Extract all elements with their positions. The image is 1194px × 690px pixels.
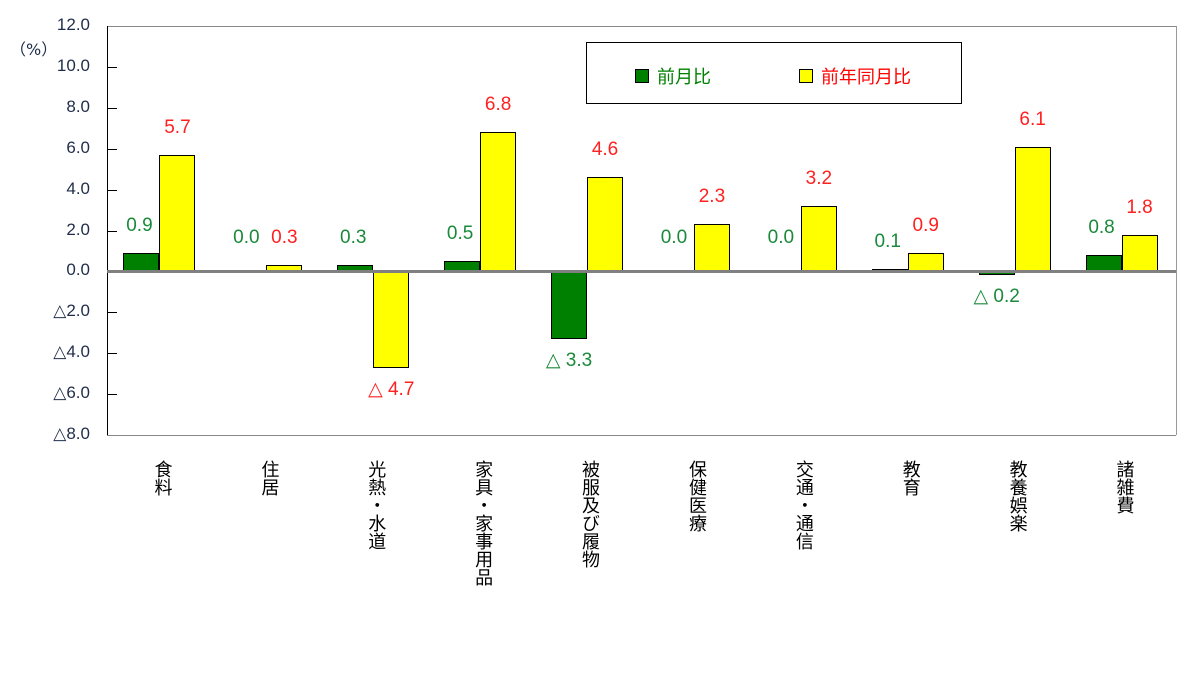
bar-yoy: [159, 154, 196, 272]
y-tick-label: 6.0: [66, 137, 90, 157]
y-axis-unit: （%）: [10, 40, 58, 59]
value-label-mom: 0.0: [233, 227, 260, 249]
x-category-label: 教養娯楽: [1006, 460, 1028, 532]
value-label-yoy: 6.8: [484, 94, 512, 116]
legend-item-yoy: 前年同月比: [799, 63, 911, 89]
zero-line: [107, 270, 1176, 274]
bar-yoy: [587, 177, 624, 272]
value-label-mom: △ 3.3: [545, 349, 593, 371]
bar-mom: [123, 252, 160, 272]
plot-right-border: [1176, 26, 1177, 435]
plot-bottom-border: [107, 435, 1176, 436]
x-category-label: 諸雑費: [1113, 460, 1135, 514]
bar-yoy: [800, 205, 837, 272]
value-label-yoy: 6.1: [1019, 108, 1046, 130]
x-category-label: 教育: [899, 460, 921, 496]
value-label-mom: 0.1: [874, 231, 901, 253]
value-label-yoy: 0.3: [271, 227, 298, 249]
y-tick-label: 10.0: [56, 55, 90, 75]
y-tick-mark: [107, 66, 117, 68]
bar-mom: [551, 271, 588, 339]
bar-yoy: [480, 132, 517, 272]
legend-swatch-yellow: [799, 69, 813, 83]
bar-yoy: [693, 224, 730, 272]
x-category-label: 食料: [151, 460, 173, 496]
bar-yoy: [907, 252, 944, 272]
bar-yoy: [373, 271, 410, 368]
bar-yoy: [1014, 146, 1051, 272]
y-tick-mark: [107, 230, 117, 232]
y-tick-label: △8.0: [53, 424, 90, 443]
value-label-mom: △ 0.2: [973, 286, 1020, 308]
y-tick-label: 0.0: [66, 260, 90, 280]
legend-label: 前年同月比: [821, 67, 911, 88]
legend-label: 前月比: [657, 67, 711, 88]
x-category-label: 保健医療: [685, 460, 707, 532]
y-tick-label: △2.0: [53, 301, 90, 321]
value-label-yoy: 3.2: [805, 167, 833, 189]
y-tick-mark: [107, 394, 117, 396]
y-tick-mark: [107, 148, 117, 150]
value-label-mom: 0.8: [1088, 217, 1115, 239]
bar-mom: [1085, 255, 1122, 272]
y-tick-mark: [107, 312, 117, 314]
y-tick-label: △6.0: [53, 383, 90, 403]
x-category-label: 光熱・水道: [365, 460, 387, 550]
legend: 前月比 前年同月比: [586, 42, 962, 104]
value-label-yoy: 5.7: [164, 116, 191, 138]
y-tick-label: 4.0: [66, 178, 90, 198]
y-tick-label: △4.0: [53, 342, 90, 362]
x-category-label: 被服及び履物: [579, 460, 601, 568]
x-category-label: 家具・家事用品: [472, 460, 494, 586]
value-label-mom: 0.0: [767, 227, 795, 249]
bar-yoy: [1121, 234, 1158, 272]
value-label-mom: 0.9: [126, 214, 153, 236]
value-label-yoy: △ 4.7: [368, 378, 415, 400]
value-label-mom: 0.0: [660, 227, 688, 249]
legend-item-mom: 前月比: [635, 63, 711, 89]
value-label-yoy: 1.8: [1126, 196, 1153, 218]
value-label-yoy: 0.9: [912, 214, 939, 236]
y-tick-label: 8.0: [66, 96, 90, 116]
value-label-mom: 0.5: [446, 223, 474, 245]
x-category-label: 交通・通信: [792, 460, 814, 550]
y-tick-mark: [107, 189, 117, 191]
y-tick-label: 12.0: [56, 15, 90, 34]
plot-top-border: [107, 26, 1176, 27]
legend-swatch-green: [635, 69, 649, 83]
y-tick-label: 2.0: [66, 219, 90, 239]
y-tick-mark: [107, 353, 117, 355]
y-tick-mark: [107, 107, 117, 109]
x-category-label: 住居: [258, 460, 280, 496]
value-label-mom: 0.3: [340, 227, 367, 249]
value-label-yoy: 2.3: [698, 186, 726, 208]
plot-area: [107, 26, 1177, 435]
value-label-yoy: 4.6: [591, 139, 619, 161]
